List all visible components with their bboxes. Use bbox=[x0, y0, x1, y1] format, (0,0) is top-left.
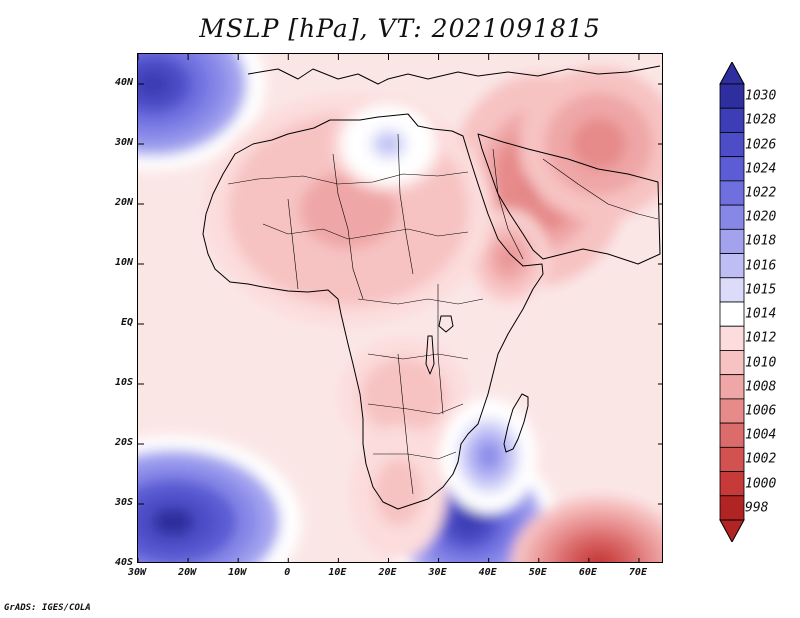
colorbar-label: 1008 bbox=[745, 379, 777, 395]
lon-tick-label: 40E bbox=[478, 567, 497, 578]
colorbar-label: 1010 bbox=[745, 355, 777, 371]
colorbar-swatch bbox=[719, 83, 745, 109]
lat-tick-label: 40N bbox=[114, 77, 133, 88]
mascarene-low-contour bbox=[584, 552, 614, 562]
lon-tick-label: 70E bbox=[628, 567, 647, 578]
colorbar-label: 1028 bbox=[745, 112, 777, 128]
colorbar-label: 998 bbox=[745, 500, 769, 516]
colorbar-swatch bbox=[719, 422, 745, 448]
lon-tick-label: 50E bbox=[528, 567, 547, 578]
pressure-field bbox=[138, 54, 662, 562]
libya-high-contour bbox=[379, 136, 398, 152]
colorbar-swatch bbox=[719, 204, 745, 230]
colorbar-min-arrow bbox=[719, 519, 745, 542]
sahara-low-contour bbox=[324, 190, 373, 230]
lake-victoria bbox=[438, 315, 454, 333]
colorbar-swatch bbox=[719, 446, 745, 472]
lat-tick-label: 20S bbox=[114, 437, 133, 448]
lon-tick-label: 20E bbox=[378, 567, 397, 578]
congo-low-contour bbox=[392, 386, 415, 406]
lake-tanganyika bbox=[425, 335, 435, 375]
colorbar-swatch bbox=[719, 325, 745, 351]
colorbar-swatch bbox=[719, 132, 745, 158]
colorbar-swatch bbox=[719, 156, 745, 182]
axis-ticks bbox=[138, 54, 662, 562]
horn-low-contour bbox=[502, 250, 516, 266]
north-atlantic-high-contour bbox=[138, 69, 172, 99]
madagascar-coastline bbox=[503, 393, 529, 453]
colorbar-swatch bbox=[719, 495, 745, 521]
arabia-coastline bbox=[477, 133, 661, 265]
colorbar-swatch bbox=[719, 398, 745, 424]
lon-tick-label: 30W bbox=[127, 567, 147, 578]
colorbar-label: 1012 bbox=[745, 330, 777, 346]
kalahari-low-contour bbox=[390, 480, 407, 504]
colorbar-label: 1030 bbox=[745, 88, 777, 104]
lat-tick-label: 20N bbox=[114, 197, 133, 208]
lat-tick-label: 30S bbox=[114, 497, 133, 508]
colorbar-label: 1015 bbox=[745, 282, 777, 298]
south-atlantic-high-contour bbox=[151, 507, 195, 537]
colorbar-label: 1024 bbox=[745, 161, 777, 177]
colorbar-label: 1016 bbox=[745, 258, 777, 274]
lon-tick-label: 20W bbox=[178, 567, 197, 578]
country-borders bbox=[227, 133, 659, 495]
mascarene-low-contour bbox=[569, 541, 629, 562]
colorbar-swatch bbox=[719, 350, 745, 376]
colorbar-label: 1000 bbox=[745, 476, 777, 492]
colorbar-label: 1018 bbox=[745, 233, 777, 249]
colorbar-swatch bbox=[719, 374, 745, 400]
lon-tick-label: 30E bbox=[428, 567, 447, 578]
colorbar-swatch bbox=[719, 253, 745, 279]
colorbar-label: 1002 bbox=[745, 451, 777, 467]
coastlines bbox=[202, 65, 661, 510]
lat-tick-label: 10N bbox=[114, 257, 133, 268]
lon-tick-label: 10W bbox=[228, 567, 247, 578]
south-indian-high-contour bbox=[453, 509, 484, 535]
colorbar-label: 1006 bbox=[745, 403, 777, 419]
map-title: MSLP [hPa], VT: 2021091815 bbox=[199, 14, 601, 43]
lon-tick-label: 60E bbox=[578, 567, 597, 578]
lat-tick-label: 10S bbox=[114, 377, 133, 388]
colorbar-max-arrow bbox=[719, 62, 745, 85]
colorbar-swatch bbox=[719, 107, 745, 133]
colorbar bbox=[719, 62, 745, 542]
colorbar-label: 1022 bbox=[745, 185, 777, 201]
lat-tick-label: 30N bbox=[114, 137, 133, 148]
lat-tick-label: EQ bbox=[120, 317, 133, 328]
mozambique-high-contour bbox=[480, 446, 497, 466]
africa-coastline bbox=[202, 113, 544, 510]
colorbar-swatch bbox=[719, 228, 745, 254]
lon-tick-label: 10E bbox=[328, 567, 347, 578]
colorbar-swatch bbox=[719, 471, 745, 497]
lon-tick-label: 0 bbox=[284, 567, 291, 578]
colorbar-label: 1014 bbox=[745, 306, 777, 322]
colorbar-label: 1004 bbox=[745, 427, 777, 443]
colorbar-swatch bbox=[719, 180, 745, 206]
colorbar-label: 1026 bbox=[745, 137, 777, 153]
gulf-low-contour bbox=[585, 131, 613, 157]
europe-coastline bbox=[247, 65, 661, 85]
colorbar-swatch bbox=[719, 301, 745, 327]
map-panel bbox=[137, 53, 663, 563]
mslp-map bbox=[138, 54, 662, 562]
colorbar-swatch bbox=[719, 277, 745, 303]
colorbar-label: 1020 bbox=[745, 209, 777, 225]
grads-credit: GrADS: IGES/COLA bbox=[4, 603, 91, 613]
lat-tick-label: 40S bbox=[114, 557, 133, 568]
